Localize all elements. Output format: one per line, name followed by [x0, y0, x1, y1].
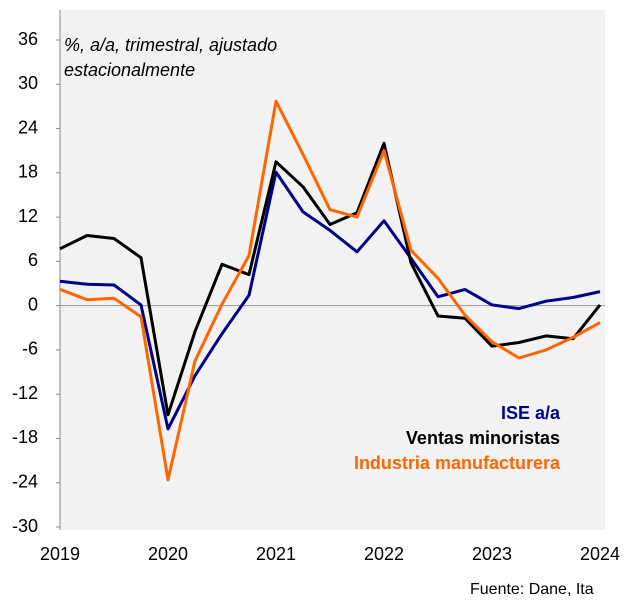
x-tick-label: 2019 — [40, 544, 80, 564]
legend-label: Industria manufacturera — [354, 453, 561, 473]
y-tick-label: 6 — [28, 250, 38, 270]
y-tick-label: -18 — [12, 427, 38, 447]
x-tick-label: 2023 — [472, 544, 512, 564]
line-series — [59, 141, 602, 417]
y-tick-label: -12 — [12, 383, 38, 403]
x-tick-label: 2022 — [364, 544, 404, 564]
x-tick-label: 2020 — [148, 544, 188, 564]
legend-label: Ventas minoristas — [406, 428, 560, 448]
source: Fuente: Dane, Ita — [470, 581, 594, 598]
y-tick-label: -24 — [12, 471, 38, 491]
y-tick-label: 12 — [18, 206, 38, 226]
line-series — [59, 170, 601, 431]
annotation: estacionalmente — [64, 60, 195, 80]
y-tick-label: 0 — [28, 294, 38, 314]
x-tick-label: 2021 — [256, 544, 296, 564]
y-tick-label: 30 — [18, 73, 38, 93]
y-tick-label: 24 — [18, 117, 38, 137]
y-tick-label: 36 — [18, 29, 38, 49]
plot-area — [60, 10, 605, 530]
y-tick-label: 18 — [18, 162, 38, 182]
legend-label: ISE a/a — [501, 403, 561, 423]
x-tick-label: 2024 — [580, 544, 620, 564]
annotation: %, a/a, trimestral, ajustado — [64, 35, 277, 55]
y-tick-label: -6 — [22, 339, 38, 359]
line-series — [59, 99, 601, 482]
y-tick-label: -30 — [12, 516, 38, 536]
